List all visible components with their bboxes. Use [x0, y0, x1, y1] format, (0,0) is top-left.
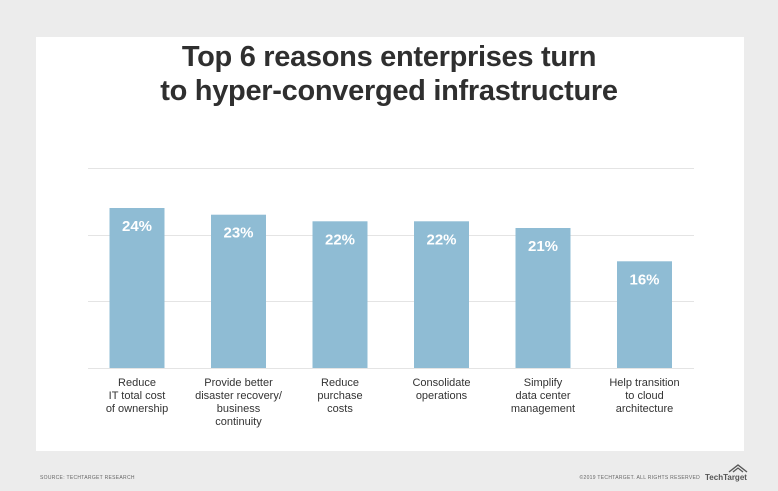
category-label-line: of ownership — [105, 403, 169, 415]
category-label-line: continuity — [215, 416, 262, 428]
bar — [312, 221, 368, 368]
chart-title-line-2: to hyper-converged infrastructure — [160, 75, 618, 107]
techtarget-logo-icon — [728, 464, 748, 473]
category-label-line: Reduce — [118, 377, 156, 389]
category-label: Help transition to cloud architecture — [595, 377, 695, 416]
bar — [515, 228, 571, 368]
bar-value-label: 16% — [629, 271, 659, 288]
bar-value-label: 22% — [325, 231, 355, 248]
gridlines — [88, 168, 694, 369]
category-label-line: data center — [515, 390, 571, 402]
category-label-line: Provide better — [204, 377, 273, 389]
copyright-note: ©2019 TECHTARGET. ALL RIGHTS RESERVED — [579, 475, 700, 481]
bar-value-labels: 24% 23% 22% 22% 21% 16% — [122, 218, 660, 288]
category-label-line: Simplify — [523, 377, 563, 389]
category-label: Consolidate operations — [392, 377, 492, 403]
chart-title-line-1: Top 6 reasons enterprises turn — [181, 41, 597, 73]
category-label-line: costs — [327, 403, 353, 415]
bar — [617, 261, 672, 368]
bar — [211, 214, 266, 368]
category-label-line: purchase — [317, 390, 363, 402]
category-label-line: IT total cost — [108, 390, 166, 402]
bar-value-label: 21% — [528, 238, 558, 255]
techtarget-logo: TechTarget — [705, 464, 751, 484]
category-label-line: to cloud — [625, 390, 664, 402]
category-label: Simplify data center management — [493, 377, 593, 416]
bar-value-label: 23% — [223, 225, 253, 242]
category-label-line: management — [510, 403, 576, 415]
bar-value-label: 22% — [426, 231, 456, 248]
chart-title: Top 6 reasons enterprises turn to hyper-… — [0, 40, 778, 108]
category-label: Provide better disaster recovery/business… — [189, 377, 289, 429]
bars — [109, 208, 672, 368]
category-label-line: business — [216, 403, 261, 415]
category-label: Reduce IT total cost of ownership — [87, 377, 187, 416]
source-note: SOURCE: TECHTARGET RESEARCH — [40, 475, 135, 481]
category-label-line: Reduce — [321, 377, 359, 389]
logo-text: TechTarget — [705, 473, 747, 482]
category-label-line: operations — [415, 390, 468, 402]
category-label-line: architecture — [615, 403, 674, 415]
bar — [414, 221, 469, 368]
category-label-line: disaster recovery/ — [195, 390, 282, 402]
bar-value-label: 24% — [122, 218, 152, 235]
category-label-line: Consolidate — [412, 377, 471, 389]
category-label: Reduce purchase costs — [290, 377, 390, 416]
bar — [109, 208, 165, 368]
category-label-line: Help transition — [609, 377, 680, 389]
